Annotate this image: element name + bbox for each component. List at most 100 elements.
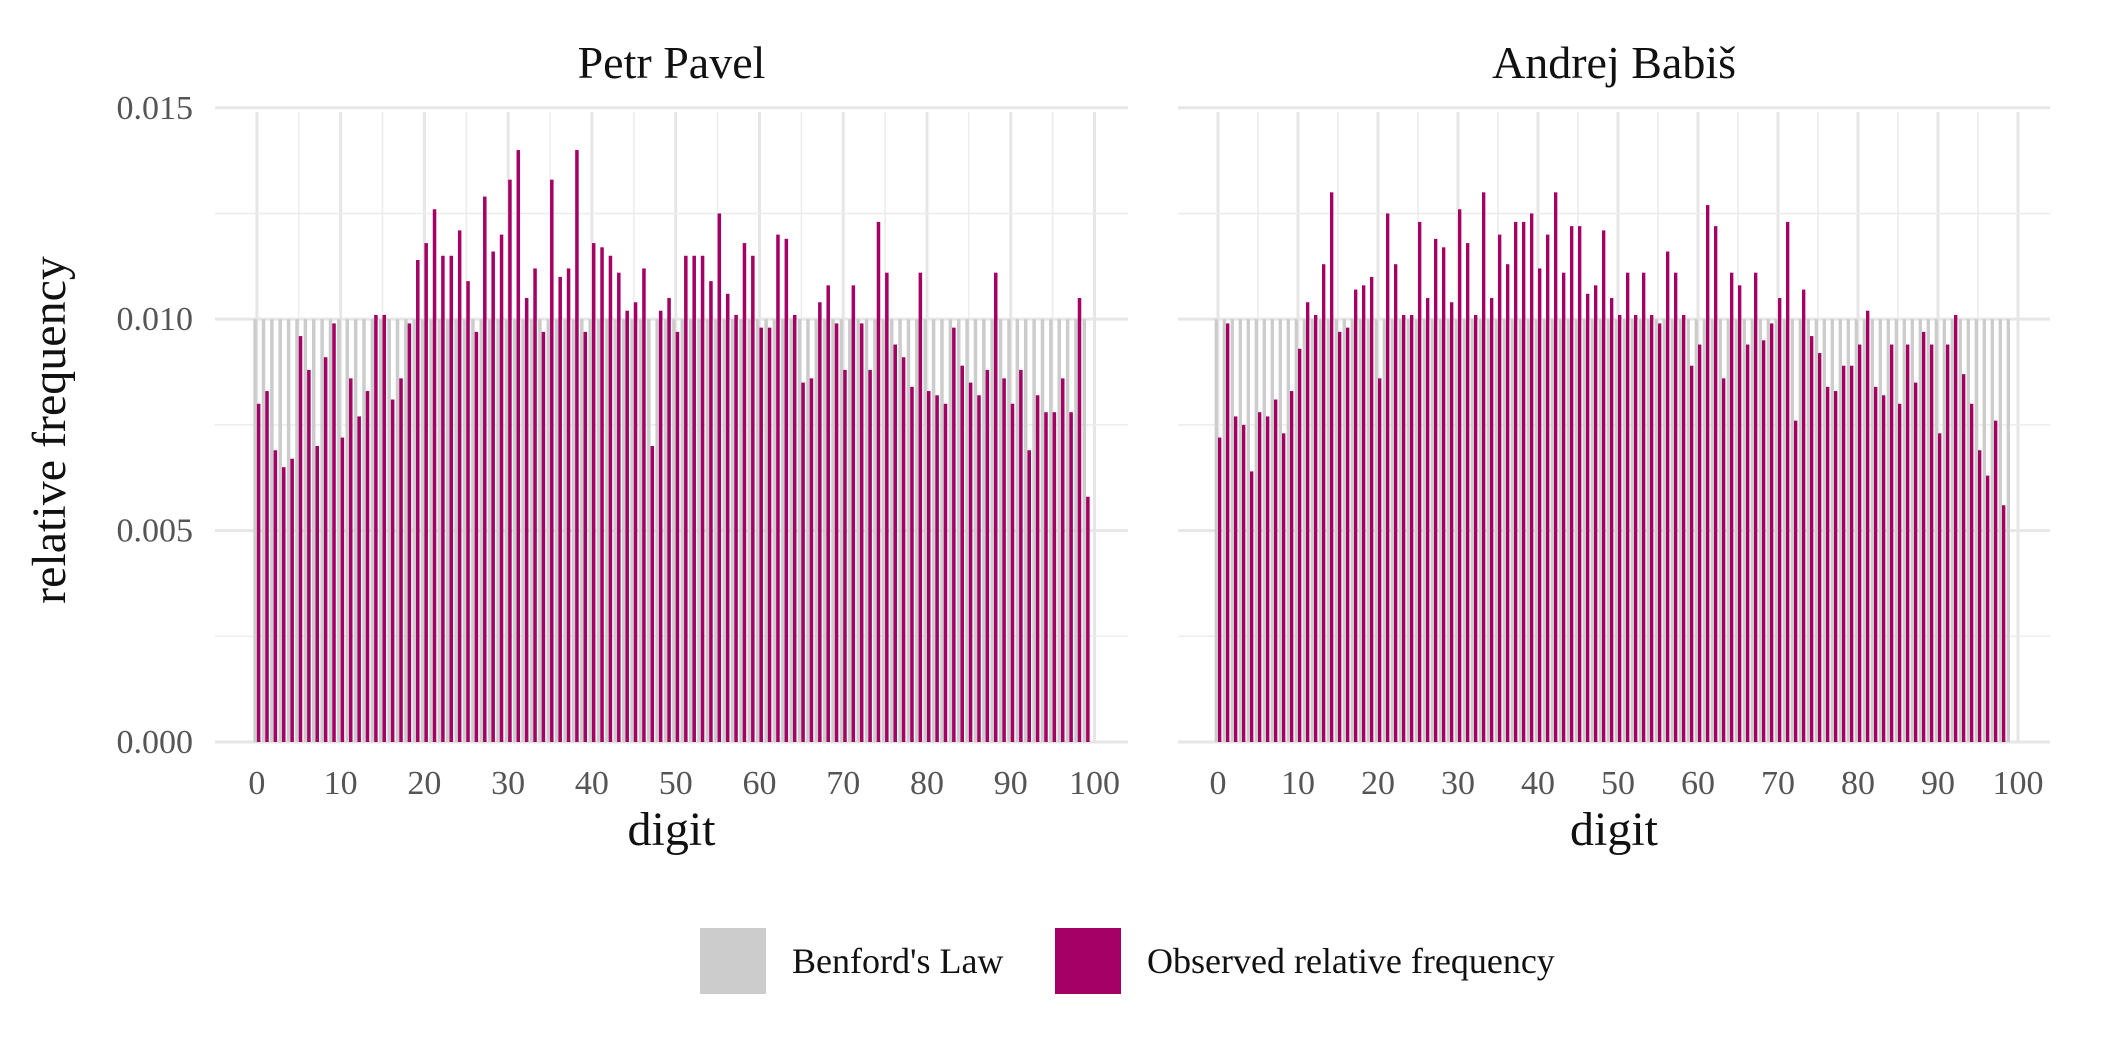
legend-item-1: Benford's Law: [700, 928, 1003, 994]
bar-observed-85: [968, 382, 973, 742]
bar-observed-51: [1626, 272, 1630, 742]
bar-observed-71: [851, 285, 856, 742]
x-tick-label: 20: [407, 765, 441, 802]
bar-benford-79: [915, 319, 919, 742]
bar-benford-81: [1862, 319, 1866, 742]
bar-benford-65: [1734, 319, 1738, 742]
bar-benford-54: [1646, 319, 1650, 742]
bar-benford-89: [998, 319, 1003, 742]
bar-benford-76: [1822, 319, 1826, 742]
bar-benford-84: [956, 319, 961, 742]
bar-benford-93: [1032, 319, 1036, 742]
bar-benford-55: [714, 319, 718, 742]
bar-observed-88: [993, 272, 998, 742]
bar-benford-64: [1726, 319, 1730, 742]
panel-2: Andrej Babiš 0 10 20 30 40 50 60 70 80 90 100 digit: [1178, 37, 2050, 856]
bar-benford-89: [1926, 319, 1930, 742]
bar-observed-74: [1810, 336, 1814, 742]
bar-benford-19: [1366, 319, 1370, 742]
bar-benford-65: [797, 319, 802, 742]
bar-benford-25: [462, 319, 467, 742]
bar-observed-60: [1698, 344, 1702, 742]
bar-benford-46: [638, 319, 643, 742]
bar-observed-2: [1234, 416, 1238, 742]
x-tick-label: 10: [324, 765, 358, 802]
bar-benford-28: [487, 319, 492, 742]
bar-benford-17: [395, 319, 400, 742]
bar-observed-74: [876, 221, 881, 743]
bar-observed-69: [1770, 323, 1774, 742]
bar-observed-42: [608, 255, 613, 742]
bar-benford-57: [1670, 319, 1674, 742]
bar-observed-47: [650, 446, 655, 742]
bar-observed-67: [818, 302, 822, 742]
bar-observed-57: [734, 314, 738, 742]
bar-benford-5: [295, 319, 299, 742]
bar-observed-97: [1069, 412, 1073, 742]
bar-observed-55: [1658, 323, 1662, 742]
bar-observed-49: [667, 298, 671, 742]
bar-observed-35: [550, 179, 554, 742]
bar-benford-9: [328, 319, 333, 742]
bar-observed-67: [1754, 272, 1758, 742]
bar-benford-10: [1294, 319, 1298, 742]
bar-observed-86: [1906, 344, 1910, 742]
x-axis-title: digit: [627, 803, 716, 856]
y-axis-title: relative frequency: [23, 256, 76, 604]
bar-observed-4: [290, 458, 294, 742]
bar-observed-31: [1466, 243, 1470, 742]
bar-benford-11: [345, 319, 350, 742]
bar-observed-35: [1498, 234, 1502, 743]
bar-observed-53: [1642, 272, 1646, 742]
bar-observed-85: [1898, 403, 1902, 742]
bar-observed-89: [1002, 378, 1006, 742]
bar-observed-28: [491, 251, 495, 742]
bar-observed-96: [1986, 475, 1990, 742]
bar-observed-68: [1762, 340, 1766, 742]
bar-observed-15: [1338, 331, 1342, 742]
bar-observed-26: [1426, 298, 1430, 742]
bar-benford-49: [663, 319, 668, 742]
bar-observed-44: [1570, 226, 1574, 742]
bar-benford-95: [1049, 319, 1053, 742]
bar-observed-10: [340, 437, 345, 742]
bar-benford-58: [1678, 319, 1682, 742]
bar-benford-1: [261, 319, 266, 742]
x-tick-label: 50: [1601, 765, 1635, 802]
bar-benford-80: [923, 319, 927, 742]
bar-observed-21: [432, 209, 437, 743]
bar-observed-81: [1866, 310, 1870, 742]
bar-observed-7: [1274, 399, 1278, 742]
bar-benford-63: [781, 319, 785, 742]
bar-observed-1: [265, 391, 269, 742]
bar-benford-95: [1974, 319, 1978, 742]
bar-observed-6: [307, 369, 311, 742]
bar-observed-54: [709, 281, 713, 742]
bar-observed-91: [1946, 344, 1950, 742]
bar-observed-39: [1530, 213, 1534, 743]
bar-benford-2: [1230, 319, 1234, 742]
bar-benford-4: [1246, 319, 1250, 742]
bar-observed-0: [1218, 437, 1222, 742]
bar-benford-23: [1398, 319, 1402, 742]
bar-observed-36: [1506, 264, 1510, 742]
bar-benford-43: [1558, 319, 1562, 742]
bar-observed-50: [675, 331, 680, 742]
bar-observed-53: [700, 255, 705, 742]
bar-observed-41: [600, 247, 604, 743]
bar-benford-53: [697, 319, 701, 742]
bar-benford-48: [655, 319, 659, 742]
bar-observed-32: [524, 298, 529, 742]
bar-benford-28: [1438, 319, 1442, 742]
bar-benford-56: [722, 319, 726, 742]
bar-observed-89: [1930, 344, 1934, 742]
bar-benford-98: [1998, 319, 2002, 742]
bar-benford-72: [856, 319, 860, 742]
bar-benford-24: [1406, 319, 1410, 742]
bar-observed-20: [1378, 378, 1382, 742]
bar-observed-64: [792, 314, 797, 742]
bar-observed-25: [466, 281, 470, 742]
bar-benford-53: [1638, 319, 1642, 742]
bar-benford-38: [1518, 319, 1522, 742]
x-tick-label: 50: [659, 765, 693, 802]
